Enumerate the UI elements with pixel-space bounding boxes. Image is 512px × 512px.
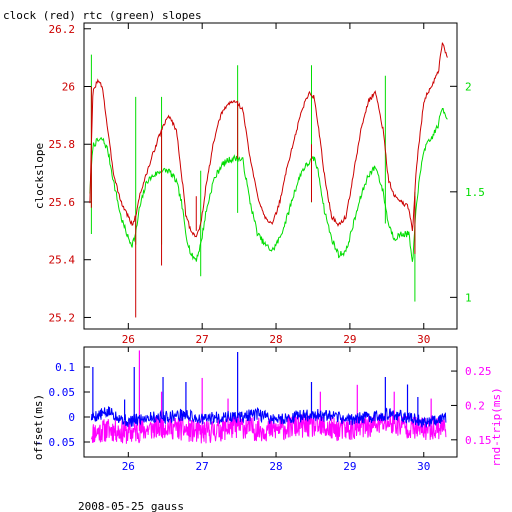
bottom-x-tick-label: 26 (122, 460, 135, 473)
top-x-tick-label: 26 (122, 333, 135, 346)
top-y-tick-label: 26 (62, 81, 75, 94)
top-y2-tick-label: 2 (465, 80, 472, 93)
top-y-tick-label: 25.2 (49, 311, 76, 324)
bottom-x-tick-label: 28 (269, 460, 282, 473)
bottom-x-tick-label: 29 (343, 460, 356, 473)
top-y-axis-label: clockslope (33, 143, 46, 209)
top-y-tick-label: 25.6 (49, 196, 76, 209)
bottom-y2-tick-label: 0.25 (465, 365, 492, 378)
bottom-y-tick-label: 0 (68, 411, 75, 424)
bottom-x-tick-label: 27 (196, 460, 209, 473)
top-y-tick-label: 25.4 (49, 254, 76, 267)
footer-caption: 2008-05-25 gauss (78, 500, 184, 512)
series-line-offset (90, 406, 447, 428)
top-x-tick-label: 30 (417, 333, 430, 346)
series-line-clock (89, 42, 448, 238)
bottom-y-tick-label: 0.1 (55, 361, 75, 374)
bottom-y2-tick-label: 0.15 (465, 434, 492, 447)
bottom-y-tick-label: 0.05 (49, 386, 76, 399)
top-plot-frame (83, 22, 458, 330)
top-y-tick-label: 25.8 (49, 138, 76, 151)
series-line-rtc (89, 108, 448, 262)
bottom-y-axis-label: offset(ms) (32, 394, 45, 460)
top-x-tick-label: 27 (196, 333, 209, 346)
series-line-rnd-trip (90, 413, 447, 444)
top-y2-tick-label: 1.5 (465, 186, 485, 199)
bottom-y-tick-label: - 0.05 (35, 436, 75, 449)
bottom-plot-frame (83, 346, 458, 458)
bottom-y2-axis-label: rnd-trip(ms) (490, 387, 503, 466)
top-y2-tick-label: 1 (465, 291, 472, 304)
top-x-tick-label: 28 (269, 333, 282, 346)
top-x-tick-label: 29 (343, 333, 356, 346)
bottom-x-tick-label: 30 (417, 460, 430, 473)
top-y-tick-label: 26.2 (49, 23, 76, 36)
bottom-y2-tick-label: 0.2 (465, 399, 485, 412)
top-chart-title: clock (red) rtc (green) slopes (3, 9, 202, 22)
